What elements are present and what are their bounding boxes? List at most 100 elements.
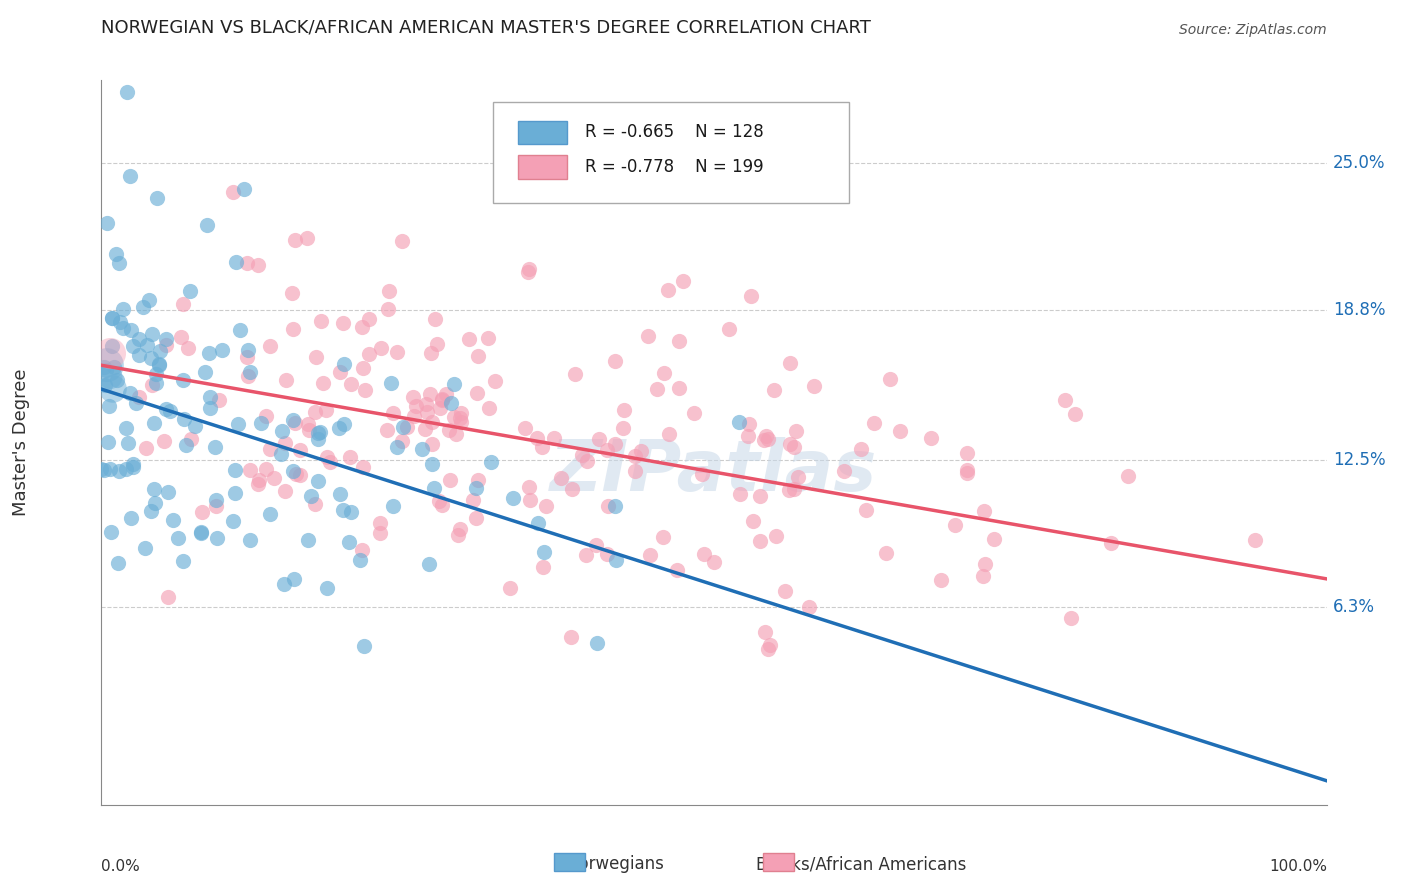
Point [270, 446, 292, 460]
Point [332, 316, 354, 330]
Point [103, 359, 125, 374]
Point [155, 338, 177, 352]
Point [128, 332, 150, 346]
Point [1054, 393, 1077, 408]
Point [765, 529, 787, 543]
Text: NORWEGIAN VS BLACK/AFRICAN AMERICAN MASTER'S DEGREE CORRELATION CHART: NORWEGIAN VS BLACK/AFRICAN AMERICAN MAST… [101, 19, 870, 37]
Point [332, 357, 354, 371]
Point [652, 366, 675, 380]
Point [309, 425, 332, 440]
Point [748, 534, 770, 549]
Point [162, 513, 184, 527]
Point [718, 322, 741, 336]
Point [148, 358, 170, 372]
Point [516, 264, 538, 278]
Point [295, 231, 318, 245]
Point [377, 302, 399, 317]
Point [307, 474, 329, 488]
Point [235, 256, 257, 270]
Point [195, 218, 218, 232]
Point [740, 289, 762, 303]
Point [434, 386, 457, 401]
Point [703, 556, 725, 570]
Point [613, 403, 636, 417]
Point [416, 405, 439, 419]
Bar [517, 155, 567, 178]
Point [353, 639, 375, 653]
Point [120, 385, 142, 400]
Text: R = -0.665    N = 128: R = -0.665 N = 128 [585, 123, 763, 141]
Point [467, 473, 489, 487]
Point [224, 486, 246, 500]
Text: ZIPatlas: ZIPatlas [550, 437, 877, 506]
Point [259, 507, 281, 521]
Point [304, 405, 326, 419]
Point [920, 432, 942, 446]
Point [172, 554, 194, 568]
Point [281, 412, 304, 426]
Point [170, 330, 193, 344]
Point [420, 457, 443, 471]
Point [132, 300, 155, 314]
Point [288, 443, 311, 458]
Point [531, 560, 554, 574]
Point [458, 332, 481, 346]
Point [143, 417, 166, 431]
Point [690, 467, 713, 482]
Point [172, 373, 194, 387]
Point [1064, 407, 1087, 421]
Point [533, 544, 555, 558]
Point [973, 557, 995, 571]
Point [312, 376, 335, 390]
Point [114, 421, 136, 435]
Point [449, 522, 471, 536]
Point [108, 464, 131, 478]
Point [155, 401, 177, 416]
Point [146, 191, 169, 205]
Point [332, 503, 354, 517]
Point [519, 492, 541, 507]
Point [623, 464, 645, 478]
Point [391, 419, 413, 434]
Point [101, 310, 124, 325]
Text: 18.8%: 18.8% [1333, 301, 1386, 319]
Point [340, 505, 363, 519]
Point [863, 416, 886, 430]
Point [357, 311, 380, 326]
Point [145, 376, 167, 390]
Point [121, 457, 143, 471]
Point [778, 483, 800, 497]
Bar [517, 120, 567, 144]
Point [879, 372, 901, 386]
Point [273, 577, 295, 591]
Point [226, 417, 249, 431]
Point [380, 376, 402, 391]
Point [114, 462, 136, 476]
Point [299, 490, 322, 504]
Point [281, 286, 304, 301]
Point [956, 467, 979, 481]
Point [779, 437, 801, 451]
Point [463, 493, 485, 508]
Point [352, 459, 374, 474]
Point [478, 401, 501, 415]
Point [167, 531, 190, 545]
Point [465, 510, 488, 524]
Point [755, 429, 778, 443]
Point [575, 549, 598, 563]
Point [426, 337, 449, 351]
Text: Blacks/African Americans: Blacks/African Americans [756, 855, 966, 873]
Point [693, 547, 716, 561]
Point [368, 516, 391, 531]
Point [198, 390, 221, 404]
Point [749, 489, 772, 503]
Point [225, 255, 247, 269]
Point [101, 311, 124, 326]
Point [100, 346, 122, 360]
Point [128, 390, 150, 404]
Point [239, 365, 262, 379]
Point [352, 319, 374, 334]
Point [143, 482, 166, 496]
Point [571, 448, 593, 462]
Point [517, 480, 540, 494]
